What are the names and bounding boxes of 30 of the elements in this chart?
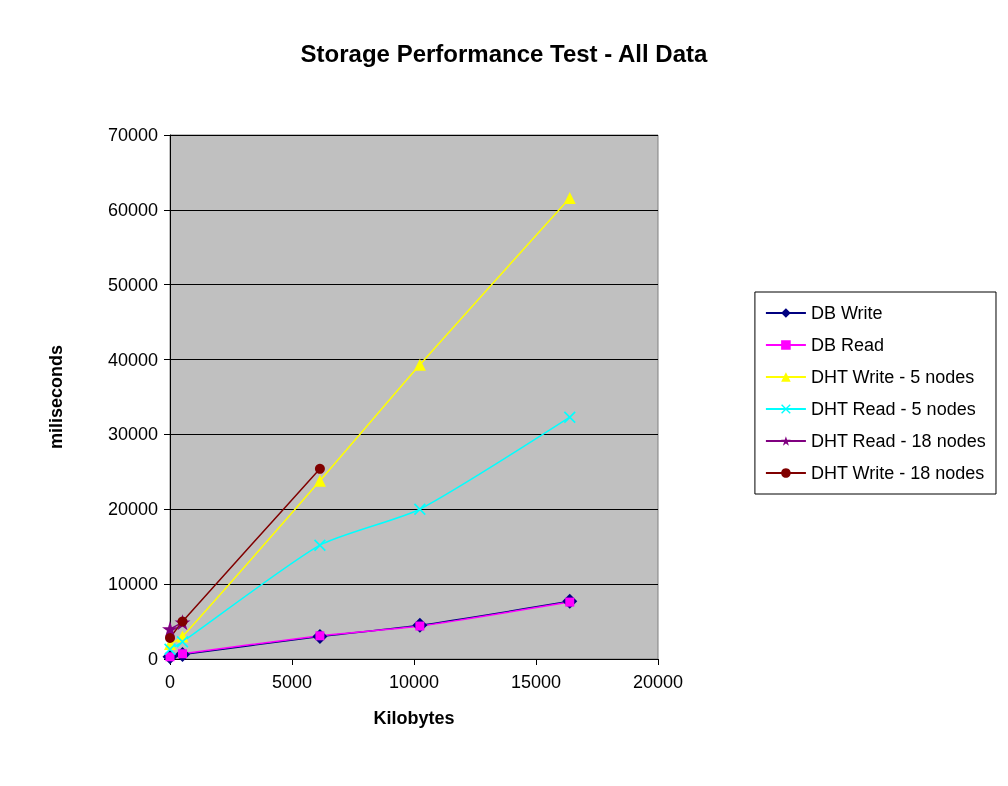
- y-tick-label: 40000: [107, 349, 158, 370]
- y-tick-label: 10000: [107, 574, 158, 595]
- chart-title: Storage Performance Test - All Data: [300, 39, 709, 67]
- point: [413, 358, 426, 371]
- point: [314, 463, 325, 474]
- y-tick-label: 0: [147, 649, 158, 669]
- point: [413, 503, 426, 516]
- point: [313, 539, 326, 552]
- x-tick-label: 10000: [388, 672, 440, 692]
- y-tick-label: 30000: [107, 424, 158, 445]
- point: [563, 411, 576, 424]
- legend-label: DHT Read - 18 nodes: [810, 431, 986, 451]
- x-tick-label: 5000: [271, 672, 313, 692]
- point: [165, 633, 175, 644]
- x-tick-label: 15000: [510, 672, 562, 692]
- legend-label: DHT Read - 5 nodes: [810, 399, 976, 419]
- point: [563, 191, 576, 204]
- x-tick-label: 0: [164, 672, 176, 692]
- x-tick-label: 20000: [632, 672, 684, 692]
- legend-label: DB Read: [810, 335, 884, 355]
- legend-label: DHT Write - 18 nodes: [810, 463, 985, 483]
- x-axis-title: Kilobytes: [373, 708, 455, 728]
- y-tick-label: 60000: [107, 199, 158, 220]
- point: [313, 474, 326, 487]
- y-tick-label: 20000: [107, 499, 158, 520]
- y-axis-title: miliseconds: [46, 344, 66, 450]
- legend-label: DB Write: [810, 303, 883, 323]
- y-tick-label: 50000: [107, 274, 158, 295]
- y-tick-label: 70000: [107, 125, 158, 145]
- legend-label: DHT Write - 5 nodes: [810, 367, 975, 387]
